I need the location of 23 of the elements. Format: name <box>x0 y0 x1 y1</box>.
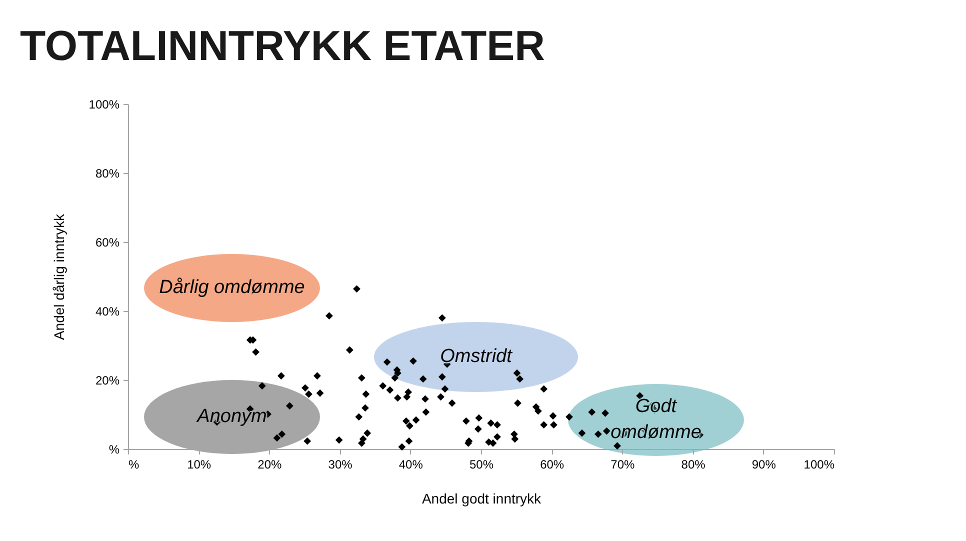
x-tick-label: 80% <box>681 458 706 472</box>
x-tick-label: 10% <box>187 458 212 472</box>
chart-title: TOTALINNTRYKK ETATER <box>20 22 545 70</box>
y-axis-title: Andel dårlig inntrykk <box>50 212 67 340</box>
x-tick-label: 90% <box>752 458 776 472</box>
x-tick-label: 50% <box>469 458 494 472</box>
x-tick-label: % <box>128 458 140 472</box>
x-tick-label: 70% <box>610 458 636 472</box>
x-tick-label: 20% <box>258 458 282 472</box>
y-tick-label: % <box>108 442 120 456</box>
y-tick-label: 80% <box>95 166 120 180</box>
x-tick-label: 30% <box>328 458 353 472</box>
y-tick-label: 60% <box>95 236 120 250</box>
x-tick-label: 40% <box>398 458 424 472</box>
x-tick-label: 100% <box>804 458 835 472</box>
annotation: Omstridt <box>440 345 512 369</box>
x-axis-title: Andel godt inntrykk <box>422 490 542 506</box>
y-tick-label: 20% <box>95 374 120 388</box>
y-tick-label: 40% <box>95 304 120 318</box>
x-tick-label: 60% <box>540 458 564 472</box>
annotation: Dårlig omdømme <box>159 276 305 300</box>
annotation: Anonym <box>197 405 267 429</box>
y-tick-label: 100% <box>88 98 120 112</box>
